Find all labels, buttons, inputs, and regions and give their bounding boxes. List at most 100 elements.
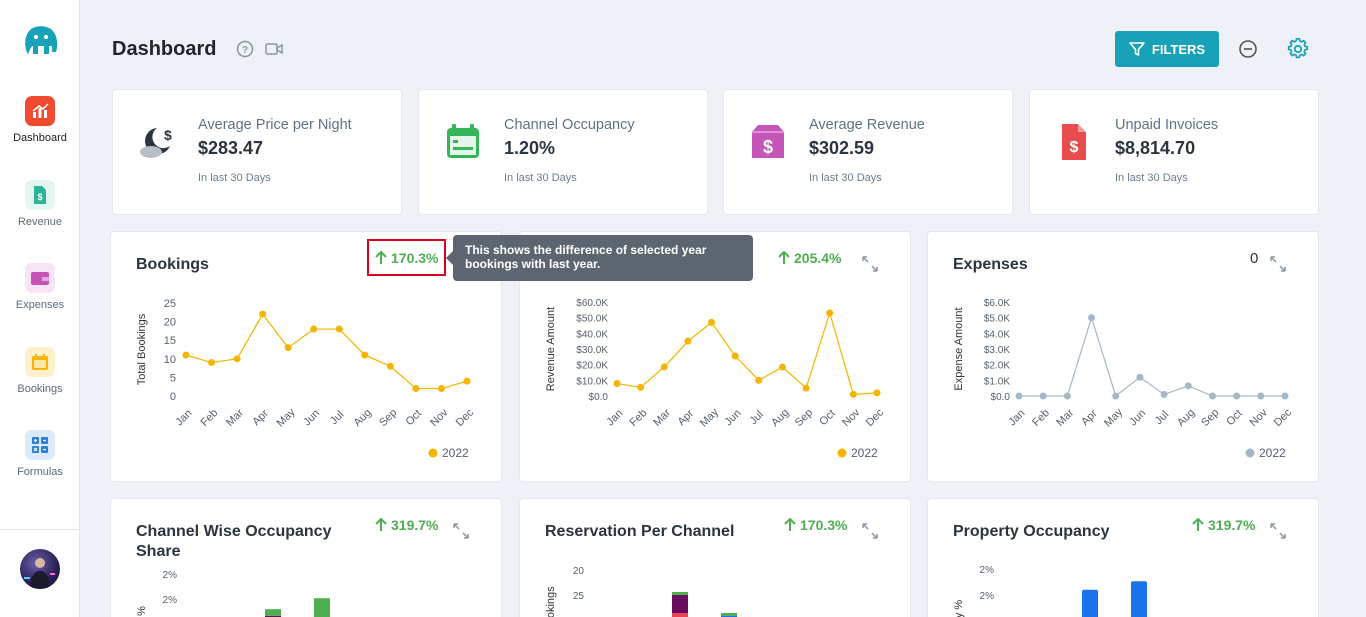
expand-icon[interactable]: [452, 522, 470, 540]
channel-occupancy-card: Channel Wise Occupancy Share 319.7% 2% 2%…: [110, 498, 502, 617]
card-title: Channel Wise Occupancy Share: [136, 523, 332, 560]
minus-circle-icon[interactable]: [1238, 39, 1258, 59]
legend-label: 2022: [442, 446, 469, 460]
y-tick-label: $2.0K: [984, 361, 1010, 372]
dollar-box-icon: $: [752, 125, 784, 158]
channel-occupancy-bar-chart: 2% 2%%: [136, 570, 330, 617]
tooltip-text: This shows the difference of selected ye…: [465, 243, 707, 271]
x-tick-label: Nov: [1248, 406, 1271, 429]
tooltip: This shows the difference of selected ye…: [446, 235, 753, 281]
x-tick-label: Aug: [352, 407, 374, 429]
data-point: [1039, 392, 1047, 400]
bar-segment: [1131, 581, 1147, 617]
stat-label: Channel Occupancy: [504, 117, 635, 133]
arrow-up-icon: [1192, 518, 1204, 531]
y-axis-label: Expense Amount: [953, 307, 965, 390]
x-tick-label: Nov: [428, 406, 451, 429]
chart-bar-icon: [25, 96, 55, 126]
y-tick-label: 2%: [980, 591, 995, 602]
y-tick-label: $10.0K: [576, 376, 608, 387]
percent-value: 205.4%: [794, 250, 842, 266]
expand-icon[interactable]: [1269, 255, 1287, 273]
arrow-up-icon: [784, 518, 796, 531]
percent-change[interactable]: 319.7%: [375, 517, 438, 533]
percent-change[interactable]: 319.7%: [1192, 517, 1255, 533]
y-tick-label: 20: [573, 566, 585, 577]
bar-segment: [672, 592, 688, 595]
svg-text:$: $: [763, 137, 773, 157]
card-title: Expenses: [953, 256, 1028, 273]
data-point: [463, 377, 471, 385]
data-point: [1233, 392, 1241, 400]
data-point: [208, 359, 216, 367]
sidebar-item-formulas[interactable]: Formulas: [0, 430, 80, 478]
x-tick-label: Jun: [1127, 407, 1148, 428]
calendar-icon: [447, 124, 479, 158]
arrow-up-icon: [375, 251, 387, 264]
x-tick-label: Feb: [198, 407, 220, 429]
sidebar-item-bookings[interactable]: Bookings: [0, 347, 80, 395]
data-point: [731, 352, 739, 360]
highlight-box: [367, 239, 446, 276]
expenses-line-chart: $0.0 $1.0K $2.0K $3.0K $4.0K $5.0K $6.0K Expens…: [953, 298, 1295, 460]
data-point: [386, 362, 394, 370]
moon-dollar-icon: $: [140, 127, 172, 158]
elephant-logo-icon[interactable]: [22, 24, 60, 58]
bar-segment: [1082, 589, 1098, 617]
bar-segment: [314, 598, 330, 617]
expand-icon[interactable]: [861, 255, 879, 273]
x-tick-label: Aug: [1175, 407, 1197, 429]
sidebar-item-dashboard[interactable]: Dashboard: [0, 96, 80, 144]
calculator-icon: [25, 430, 55, 460]
page-title: Dashboard: [112, 38, 217, 60]
data-point: [437, 385, 445, 393]
legend-marker: [837, 448, 847, 458]
x-tick-label: Sep: [793, 407, 815, 429]
y-tick-label: $5.0K: [984, 314, 1010, 325]
stat-label: Unpaid Invoices: [1115, 117, 1219, 133]
arrow-up-icon: [778, 251, 790, 264]
sidebar-divider: [0, 529, 80, 530]
filters-button[interactable]: FILTERS: [1115, 31, 1219, 67]
data-point: [1063, 392, 1071, 400]
avatar[interactable]: [20, 549, 60, 589]
data-point: [1088, 314, 1096, 322]
expand-icon[interactable]: [1269, 522, 1287, 540]
svg-text:$: $: [164, 127, 172, 143]
gear-icon[interactable]: [1287, 38, 1309, 60]
expand-icon[interactable]: [861, 522, 879, 540]
x-tick-label: Jun: [723, 407, 744, 428]
y-tick-label: 25: [164, 298, 176, 310]
stat-value: 1.20%: [504, 138, 556, 158]
percent-change[interactable]: 205.4%: [778, 250, 841, 266]
y-tick-label: 20: [164, 317, 176, 329]
data-point: [1160, 390, 1168, 398]
data-point: [613, 379, 621, 387]
data-point: [259, 310, 267, 318]
data-point: [182, 351, 190, 359]
data-point: [684, 337, 692, 345]
help-icon[interactable]: ?: [236, 40, 254, 58]
percent-change[interactable]: 170.3%: [375, 250, 438, 266]
y-tick-label: $6.0K: [984, 298, 1010, 309]
x-tick-label: Mar: [651, 407, 673, 429]
data-point: [233, 355, 241, 363]
x-tick-label: Apr: [675, 407, 696, 428]
percent-change[interactable]: 170.3%: [784, 517, 847, 533]
data-point: [1015, 392, 1023, 400]
x-tick-label: Sep: [377, 407, 399, 429]
video-camera-icon[interactable]: [265, 42, 283, 56]
x-tick-label: Jul: [328, 409, 346, 427]
x-tick-label: Aug: [769, 407, 791, 429]
x-tick-label: Oct: [403, 408, 424, 429]
x-tick-label: Dec: [1272, 406, 1295, 429]
y-tick-label: $4.0K: [984, 329, 1010, 340]
sidebar-item-revenue[interactable]: $ Revenue: [0, 180, 80, 228]
x-tick-label: Jan: [173, 407, 194, 428]
stat-subtext: In last 30 Days: [198, 172, 271, 184]
stat-value: $8,814.70: [1115, 138, 1196, 158]
y-axis-label: y %: [953, 600, 965, 617]
y-tick-label: $30.0K: [576, 345, 608, 356]
legend-label: 2022: [851, 446, 878, 460]
sidebar-item-expenses[interactable]: Expenses: [0, 263, 80, 311]
